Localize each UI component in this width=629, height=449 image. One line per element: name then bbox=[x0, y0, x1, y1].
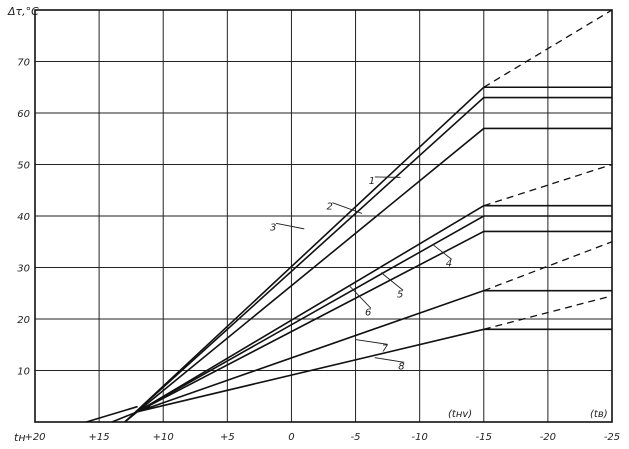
x-axis-title: tн bbox=[14, 431, 26, 444]
x-axis-note-tnv: (tнv) bbox=[448, 409, 472, 420]
series-extrapolation-4 bbox=[483, 163, 613, 207]
curve-label-5: 5 bbox=[397, 289, 403, 300]
x-tick-label-4: 0 bbox=[288, 432, 294, 443]
curve-label-1: 1 bbox=[369, 176, 375, 187]
curve-label-2: 2 bbox=[326, 202, 332, 213]
x-tick-label-3: +5 bbox=[220, 432, 235, 443]
x-tick-label-6: -10 bbox=[411, 432, 427, 443]
y-tick-label-10: 10 bbox=[17, 367, 30, 378]
y-tick-label-20: 20 bbox=[17, 315, 30, 326]
y-tick-label-60: 60 bbox=[17, 109, 30, 120]
series-line-3 bbox=[124, 127, 612, 423]
leader-7 bbox=[355, 339, 388, 345]
x-tick-label-0: +20 bbox=[24, 432, 45, 443]
series-extrapolation-7 bbox=[483, 241, 613, 292]
series-line-2 bbox=[124, 96, 612, 423]
leader-6 bbox=[348, 285, 372, 309]
x-tick-label-1: +15 bbox=[89, 432, 110, 443]
x-tick-label-8: -20 bbox=[540, 432, 556, 443]
curve-label-7: 7 bbox=[382, 343, 389, 354]
curve-label-4: 4 bbox=[446, 258, 452, 269]
leader-2 bbox=[332, 202, 363, 214]
series-line-4 bbox=[137, 204, 612, 413]
curve-label-8: 8 bbox=[398, 361, 404, 372]
curve-labels: 1 2 3 4 5 6 78 bbox=[270, 176, 452, 372]
leader-5 bbox=[380, 272, 404, 291]
y-tick-label-70: 70 bbox=[17, 58, 30, 69]
x-axis-note-tv: (tв) bbox=[590, 409, 608, 420]
series-extrapolation-8 bbox=[483, 295, 613, 330]
x-tick-label-9: -25 bbox=[604, 432, 620, 443]
leader-8 bbox=[374, 357, 405, 363]
series-line-6 bbox=[137, 230, 612, 413]
series-line-5 bbox=[137, 215, 612, 413]
curve-label-6: 6 bbox=[365, 307, 371, 318]
leader-3 bbox=[275, 222, 305, 230]
extra-line-1 bbox=[111, 405, 151, 423]
x-tick-label-7: -15 bbox=[476, 432, 492, 443]
extra-line-0 bbox=[86, 405, 138, 423]
y-axis-title: Δτ,°C bbox=[7, 5, 39, 18]
y-tick-label-50: 50 bbox=[17, 161, 30, 172]
leader-4 bbox=[432, 243, 452, 260]
x-tick-label-2: +10 bbox=[153, 432, 174, 443]
series-extrapolation-1 bbox=[483, 9, 613, 88]
y-tick-label-30: 30 bbox=[17, 264, 30, 275]
curve-label-3: 3 bbox=[270, 222, 276, 233]
y-tick-label-40: 40 bbox=[17, 212, 30, 223]
x-tick-label-5: -5 bbox=[351, 432, 361, 443]
series-line-1 bbox=[124, 86, 612, 423]
series-line-7 bbox=[137, 289, 612, 413]
plot-lines bbox=[86, 9, 613, 423]
tick-labels: +20 +15 +10 +5 0 -5 -10 -15 -20 -25 10 20 30 40 50 60 70 bbox=[17, 58, 620, 444]
